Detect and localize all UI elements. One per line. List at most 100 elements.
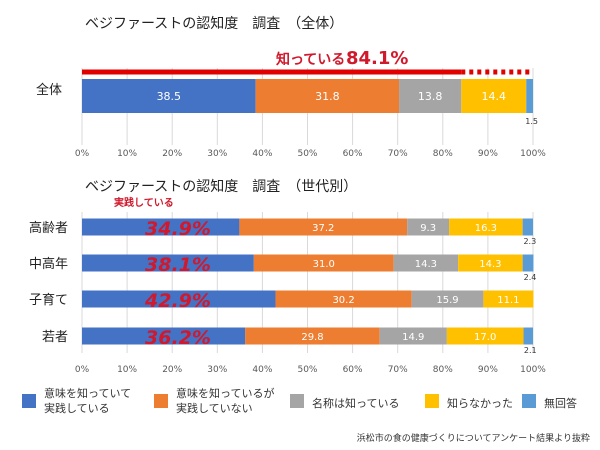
- bar-segment: [82, 327, 246, 345]
- x-tick-label: 80%: [433, 149, 453, 159]
- data-label: 14.9: [402, 332, 424, 343]
- bar-segment: [523, 327, 533, 345]
- x-tick-label: 30%: [207, 365, 227, 375]
- bar-segment: [275, 290, 412, 308]
- data-label: 11.1: [497, 295, 519, 306]
- bar-segment: [82, 290, 276, 308]
- bar-segment: [458, 254, 523, 272]
- x-tick-label: 10%: [117, 365, 137, 375]
- bar-segment: [411, 290, 484, 308]
- x-tick-label: 40%: [252, 149, 272, 159]
- data-label: 2.3: [523, 237, 536, 246]
- data-label: 2.4: [524, 273, 537, 282]
- legend-item: 名称は知っている: [290, 394, 399, 410]
- x-tick-label: 90%: [478, 149, 498, 159]
- data-label: 29.8: [301, 332, 323, 343]
- legend-item: 無回答: [522, 394, 577, 410]
- x-tick-label: 20%: [162, 149, 182, 159]
- legend-label: 実践している: [44, 401, 110, 415]
- bar-segment: [483, 290, 534, 308]
- x-tick-label: 50%: [297, 149, 317, 159]
- x-tick-label: 90%: [478, 365, 498, 375]
- x-tick-label: 0%: [75, 365, 90, 375]
- data-label: 38.5: [157, 90, 182, 103]
- known-label: 知っている: [276, 51, 345, 68]
- chart-title: ベジファーストの認知度 調査 （世代別）: [85, 178, 357, 195]
- bar-segment: [407, 218, 450, 236]
- bar-segment: [253, 254, 394, 272]
- x-tick-label: 80%: [433, 365, 453, 375]
- x-tick-label: 100%: [520, 365, 546, 375]
- practice-value: 38.1%: [145, 254, 211, 276]
- x-tick-label: 60%: [343, 149, 363, 159]
- bar-segment: [393, 254, 459, 272]
- bar-segment: [399, 79, 462, 113]
- practice-value: 42.9%: [144, 290, 211, 312]
- x-tick-label: 60%: [343, 365, 363, 375]
- x-tick-label: 0%: [75, 149, 90, 159]
- data-label: 14.4: [482, 90, 507, 103]
- data-label: 16.3: [475, 223, 497, 234]
- data-label: 37.2: [312, 223, 334, 234]
- data-label: 15.9: [436, 295, 458, 306]
- data-label: 30.2: [332, 295, 354, 306]
- x-tick-label: 40%: [252, 365, 272, 375]
- data-label: 14.3: [415, 259, 437, 270]
- bar-segment: [446, 327, 524, 345]
- legend-swatch: [425, 394, 439, 408]
- chart-title: ベジファーストの認知度 調査 （全体）: [85, 15, 343, 32]
- legend-label: 名称は知っている: [312, 396, 399, 410]
- legend-label: 意味を知っているが: [176, 386, 274, 400]
- category-label: 高齢者: [29, 220, 68, 236]
- x-tick-label: 10%: [117, 149, 137, 159]
- x-tick-label: 100%: [520, 149, 546, 159]
- category-label: 中高年: [29, 256, 68, 272]
- bar-segment: [522, 218, 533, 236]
- bar-segment: [239, 218, 408, 236]
- bar-segment: [522, 254, 534, 272]
- x-tick-label: 70%: [388, 365, 408, 375]
- legend-label: 実践していない: [176, 401, 253, 415]
- x-tick-label: 70%: [388, 149, 408, 159]
- known-value: 84.1%: [346, 48, 408, 69]
- bar-segment: [82, 254, 254, 272]
- bar-segment: [245, 327, 380, 345]
- bar-segment: [526, 79, 533, 113]
- legend-label: 無回答: [544, 396, 577, 410]
- legend-item: 知らなかった: [425, 394, 513, 410]
- category-label: 子育て: [29, 292, 68, 308]
- data-label: 14.3: [479, 259, 501, 270]
- data-label: 9.3: [420, 223, 436, 234]
- data-label: 31.0: [313, 259, 335, 270]
- legend-swatch: [290, 394, 304, 408]
- practice-label: 実践している: [114, 196, 174, 209]
- data-label: 2.1: [524, 346, 537, 355]
- generation-chart: ベジファーストの認知度 調査 （世代別）実践している 0% 10% 20% 30% 40%…: [29, 178, 546, 375]
- legend-label: 意味を知っていて: [44, 386, 131, 400]
- data-label: 13.8: [418, 90, 443, 103]
- legend-swatch: [22, 394, 36, 408]
- x-tick-label: 30%: [207, 149, 227, 159]
- category-label: 若者: [42, 329, 68, 345]
- bar-segment: [82, 79, 256, 113]
- x-tick-label: 20%: [162, 365, 182, 375]
- legend-swatch: [522, 394, 536, 408]
- bar-segment: [449, 218, 523, 236]
- x-tick-label: 50%: [297, 365, 317, 375]
- data-label: 1.5: [525, 117, 538, 126]
- practice-value: 36.2%: [145, 327, 211, 349]
- bar-segment: [82, 218, 240, 236]
- overall-chart: ベジファーストの認知度 調査 （全体） 0% 10% 20% 30% 40% 50% 60% 7…: [36, 15, 546, 159]
- practice-value: 34.9%: [145, 218, 211, 240]
- legend-swatch: [154, 394, 168, 408]
- data-label: 31.8: [315, 90, 340, 103]
- bar-segment: [461, 79, 527, 113]
- bar-segment: [255, 79, 400, 113]
- legend-label: 知らなかった: [447, 396, 513, 410]
- data-label: 17.0: [474, 332, 496, 343]
- category-label: 全体: [36, 82, 62, 98]
